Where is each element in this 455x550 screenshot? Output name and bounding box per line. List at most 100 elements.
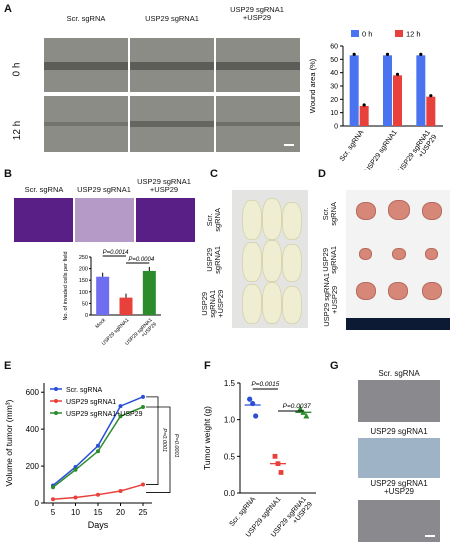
y-tick-label: 100 bbox=[79, 290, 88, 296]
bar bbox=[383, 55, 392, 126]
legend-label: USP29 sgRNA1 bbox=[66, 399, 116, 406]
y-tick-label: 250 bbox=[79, 255, 88, 261]
data-point bbox=[73, 467, 78, 472]
row-label-c-2: USP29 sgRNA1 bbox=[205, 245, 222, 274]
y-tick-label: 600 bbox=[26, 388, 40, 397]
bar bbox=[416, 55, 426, 126]
y-tick-label: 1.5 bbox=[224, 379, 236, 388]
data-point bbox=[278, 470, 284, 475]
x-tick-label: 5 bbox=[51, 508, 56, 517]
data-point bbox=[272, 453, 278, 459]
data-point bbox=[303, 413, 310, 419]
chart-b-invasion: 0 50 100 150 200 250 No. of invaded cells per … bbox=[63, 250, 161, 345]
wound-image-rescue-12h bbox=[216, 96, 300, 152]
row-label-12h: 12 h bbox=[12, 120, 24, 141]
x-tick-label: Mock bbox=[94, 317, 107, 330]
data-point bbox=[297, 405, 304, 412]
data-point bbox=[419, 52, 423, 56]
y-tick-label: 30 bbox=[330, 84, 338, 91]
p-value: P=0.0001 bbox=[173, 434, 179, 458]
y-axis-label: Wound area (%) bbox=[308, 58, 317, 113]
data-point bbox=[118, 404, 123, 409]
caption-g-1: Scr. sgRNA bbox=[378, 369, 420, 378]
col-label-a-1: Scr. sgRNA bbox=[66, 14, 106, 23]
data-point bbox=[96, 449, 100, 454]
col-label-b-2: USP29 sgRNA1 bbox=[77, 185, 131, 194]
y-tick-label: 60 bbox=[330, 44, 338, 51]
series-line bbox=[52, 483, 144, 501]
y-tick-label: 0 bbox=[334, 124, 338, 131]
data-point bbox=[51, 497, 55, 502]
data-point bbox=[247, 396, 253, 402]
invasion-image-usp29 bbox=[75, 198, 134, 242]
bar bbox=[349, 55, 359, 126]
col-label-a-3: USP29 sgRNA1 +USP29 bbox=[230, 5, 284, 22]
y-tick-label: 50 bbox=[330, 57, 338, 64]
caption-g-3: USP29 sgRNA1 +USP29 bbox=[370, 479, 428, 497]
p-value: P=0.0004 bbox=[128, 257, 155, 263]
data-point bbox=[385, 52, 390, 56]
y-tick-label: 200 bbox=[26, 462, 40, 471]
x-tick-label: 15 bbox=[94, 508, 103, 517]
panel-label-d: D bbox=[318, 168, 326, 180]
bar bbox=[142, 270, 156, 315]
data-point bbox=[96, 492, 100, 497]
data-point bbox=[253, 413, 259, 419]
panel-label-a: A bbox=[4, 3, 12, 15]
col-label-b-3: USP29 sgRNA1 +USP29 bbox=[137, 177, 191, 194]
y-tick-label: 40 bbox=[330, 70, 338, 77]
legend-marker bbox=[54, 387, 58, 391]
row-label-d-3: USP29 sgRNA1 +USP29 bbox=[322, 272, 339, 327]
wound-image-usp29-0h bbox=[130, 38, 214, 92]
data-point bbox=[73, 495, 78, 500]
row-label-c-1: Scr. sgRNA bbox=[205, 208, 222, 232]
x-tick-label: USP29 sgRNA1+USP29 bbox=[397, 129, 438, 170]
data-point bbox=[395, 72, 400, 76]
legend-label: USP29 sgRNA1+USP29 bbox=[66, 411, 143, 418]
x-tick-label: 20 bbox=[116, 508, 125, 517]
ihc-image-scr bbox=[358, 380, 440, 422]
legend-marker bbox=[54, 411, 58, 415]
sig-bracket bbox=[146, 406, 171, 493]
caption-g-2: USP29 sgRNA1 bbox=[370, 427, 428, 436]
x-tick-label: 25 bbox=[139, 508, 148, 517]
p-value: P=0.0037 bbox=[283, 403, 311, 410]
invasion-image-scr bbox=[14, 198, 73, 242]
bar bbox=[119, 297, 133, 315]
y-tick-label: 400 bbox=[26, 425, 40, 434]
col-label-a-2: USP29 sgRNA1 bbox=[145, 14, 199, 23]
y-tick-label: 10 bbox=[330, 110, 338, 117]
data-point bbox=[141, 482, 145, 487]
sig-bracket bbox=[146, 396, 159, 485]
col-label-b-1: Scr. sgRNA bbox=[24, 185, 64, 194]
bar bbox=[359, 106, 369, 126]
x-tick-label: Scr. sgRNA bbox=[339, 129, 366, 163]
data-point bbox=[51, 485, 55, 490]
row-label-0h: 0 h bbox=[11, 62, 23, 77]
bar bbox=[393, 75, 402, 126]
data-point bbox=[96, 443, 100, 448]
data-point bbox=[141, 394, 145, 399]
invasion-image-rescue bbox=[136, 198, 195, 242]
data-point bbox=[118, 489, 123, 493]
bar bbox=[96, 276, 110, 315]
legend-swatch bbox=[351, 30, 359, 37]
x-axis-label: Days bbox=[88, 520, 109, 530]
data-point bbox=[429, 94, 433, 98]
p-value: P=0.0015 bbox=[251, 381, 279, 388]
data-point bbox=[118, 414, 123, 419]
y-tick-label: 0 bbox=[85, 313, 88, 319]
row-label-c-3: USP29 sgRNA1 +USP29 bbox=[200, 289, 225, 318]
y-tick-label: 0.0 bbox=[224, 489, 236, 498]
ihc-image-rescue bbox=[358, 500, 440, 542]
panel-label-e: E bbox=[4, 360, 12, 372]
ruler bbox=[346, 318, 450, 330]
tumor-photo bbox=[346, 190, 450, 330]
data-point bbox=[300, 409, 307, 415]
ihc-image-usp29 bbox=[358, 438, 440, 478]
data-point bbox=[250, 400, 256, 407]
y-tick-label: 200 bbox=[79, 267, 88, 273]
panel-label-f: F bbox=[204, 360, 211, 372]
chart-e-tumor-volume: 0 200 400 600 5 10 15 20 25 Days Volume of tumor (… bbox=[4, 383, 179, 530]
